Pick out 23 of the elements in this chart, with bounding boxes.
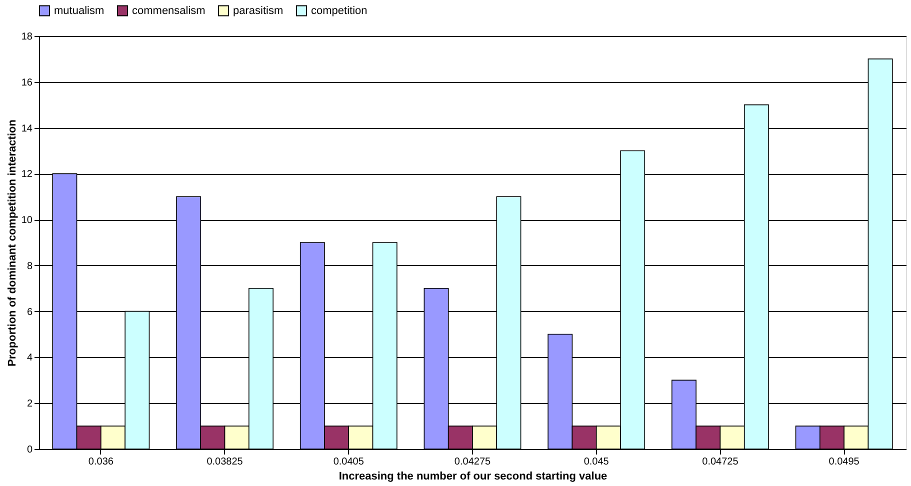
legend-label: commensalism <box>132 4 206 17</box>
y-axis-title: Proportion of dominant competition interaction <box>6 119 18 366</box>
x-tick-label: 0.0495 <box>828 456 860 468</box>
y-tick-label: 14 <box>21 123 33 134</box>
legend-label: parasitism <box>233 4 284 17</box>
y-tick-label: 2 <box>26 398 33 410</box>
x-tick-label: 0.04275 <box>454 456 492 468</box>
x-axis-title: Increasing the number of our second starting value <box>338 470 608 482</box>
legend-label: competition <box>311 4 368 17</box>
y-tick-label: 10 <box>21 215 33 226</box>
y-tick-label: 4 <box>26 352 33 364</box>
y-tick-label: 0 <box>26 444 33 456</box>
y-tick-label: 18 <box>21 32 33 42</box>
y-tick-label: 12 <box>21 169 33 180</box>
y-tick-label: 16 <box>21 77 33 88</box>
x-tick-label: 0.04725 <box>702 456 739 468</box>
x-tick-label: 0.03825 <box>206 456 244 468</box>
x-tick-label: 0.0405 <box>333 456 364 468</box>
y-tick-label: 6 <box>26 306 33 318</box>
y-tick-label: 8 <box>26 260 33 272</box>
x-tick-label: 0.036 <box>88 456 114 468</box>
x-tick-label: 0.045 <box>584 456 610 468</box>
legend-label: mutualism <box>54 4 104 17</box>
